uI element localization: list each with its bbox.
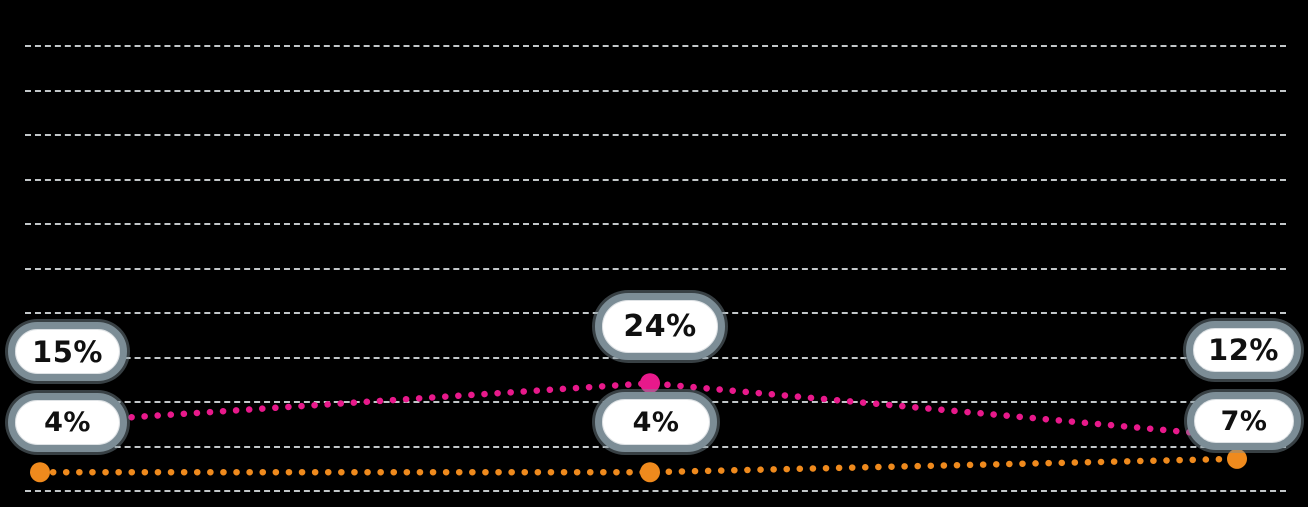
- data-label-pink-center: 24%: [595, 293, 725, 360]
- gridline: [25, 267, 1286, 270]
- pink-series-point: [640, 373, 660, 394]
- data-label-text: 12%: [1208, 333, 1279, 367]
- orange-series-line: [36, 455, 1241, 476]
- gridline: [25, 45, 1286, 47]
- data-label-orange-center: 4%: [595, 392, 717, 452]
- data-label-orange-left: 4%: [8, 393, 127, 452]
- orange-series-point: [30, 462, 50, 483]
- data-label-text: 4%: [44, 407, 91, 438]
- gridline: [25, 223, 1286, 225]
- gridline: [25, 134, 1286, 136]
- orange-series-point: [640, 462, 660, 483]
- data-label-text: 4%: [632, 406, 680, 438]
- data-label-pink-right: 12%: [1186, 321, 1301, 379]
- data-label-pink-left: 15%: [8, 322, 127, 381]
- orange-series-point: [1227, 448, 1247, 469]
- data-label-text: 7%: [1220, 405, 1268, 437]
- data-label-text: 15%: [32, 334, 103, 369]
- data-label-orange-right: 7%: [1187, 392, 1301, 450]
- data-label-text: 24%: [623, 309, 697, 344]
- gridline: [25, 178, 1286, 181]
- gridline: [25, 89, 1286, 92]
- gridline: [25, 490, 1286, 492]
